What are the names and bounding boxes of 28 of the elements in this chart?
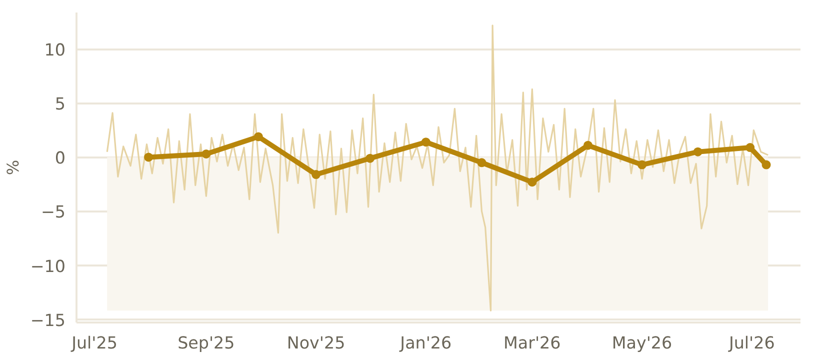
x-tick-label: Nov'25 [286,334,346,352]
x-tick-label: Mar'26 [504,334,561,352]
point [421,138,430,147]
y-tick-label: −5 [40,202,66,222]
point [583,140,592,150]
x-tick-label: Jul'26 [728,334,775,352]
line-series [106,24,769,312]
point [144,152,154,162]
x-tick-label: May'26 [612,334,672,352]
point [528,178,537,187]
point [762,160,771,170]
y-tick-label: 10 [44,40,66,60]
x-tick-label: Sep'25 [178,334,235,352]
x-tick-label: Jul'25 [70,334,118,352]
y-tick-label: −10 [30,256,66,276]
y-tick-label: 0 [54,148,66,168]
y-axis-title: % [3,160,22,176]
y-tick-label: 5 [54,94,66,114]
point [312,170,321,180]
point [254,132,263,142]
point [202,150,211,158]
point [638,160,647,170]
point [366,154,375,163]
point [477,158,486,168]
point [746,143,755,152]
point [693,147,702,156]
x-tick-label: Jan'26 [399,334,452,352]
y-tick-label: −15 [30,310,66,330]
